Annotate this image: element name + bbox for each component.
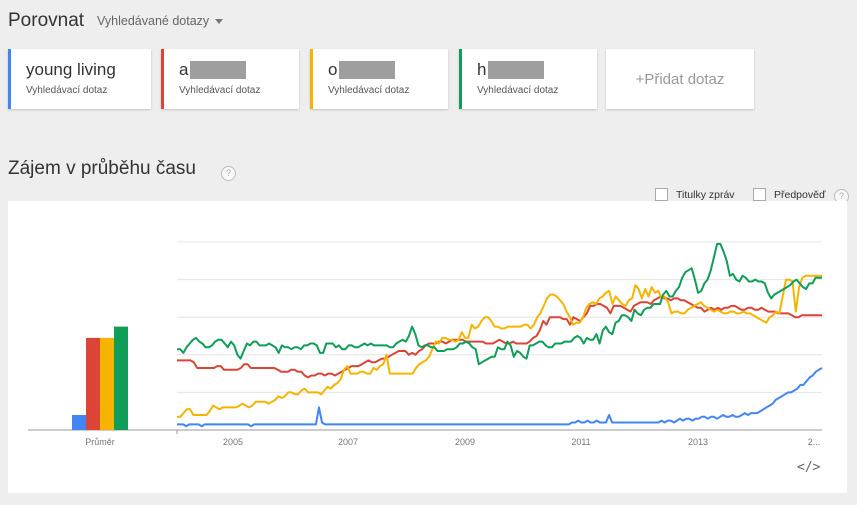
term-color-bar: [310, 49, 313, 109]
section-title: Zájem v průběhu času: [8, 158, 196, 179]
embed-code-icon[interactable]: </>: [797, 460, 821, 475]
forecast-checkbox[interactable]: [753, 188, 766, 201]
chart-panel: Průměr 2005 2007 2009 2011 2013 2... </>: [8, 201, 847, 493]
search-term-card[interactable]: h Vyhledávací dotaz: [459, 49, 597, 109]
redaction-box: [488, 61, 545, 79]
x-tick-label: 2009: [455, 437, 475, 447]
news-headlines-checkbox[interactable]: [655, 188, 668, 201]
redaction-box: [339, 61, 396, 79]
term-type: Vyhledávací dotaz: [477, 85, 559, 96]
average-bar: [114, 326, 128, 430]
x-tick-label: 2013: [688, 437, 708, 447]
compare-type-label: Vyhledávané dotazy: [97, 14, 210, 28]
news-headlines-option[interactable]: Titulky zpráv: [655, 188, 735, 201]
compare-type-dropdown[interactable]: Vyhledávané dotazy: [97, 14, 224, 28]
page-title: Porovnat: [8, 10, 85, 31]
term-color-bar: [161, 49, 164, 109]
forecast-option[interactable]: Předpověď: [753, 188, 825, 201]
series-line: [177, 295, 822, 379]
search-term-card[interactable]: young living Vyhledávací dotaz: [8, 49, 151, 109]
term-text: young living: [26, 60, 116, 79]
caret-down-icon: [215, 18, 224, 24]
average-bar: [100, 337, 114, 430]
average-bar: [86, 337, 100, 430]
x-tick-label: 2005: [223, 437, 243, 447]
interest-over-time-chart: Průměr 2005 2007 2009 2011 2013 2...: [28, 241, 823, 447]
x-tick-label: 2...: [808, 437, 821, 447]
help-icon[interactable]: ?: [221, 166, 236, 181]
term-color-bar: [8, 49, 11, 109]
term-label: a: [179, 59, 299, 81]
term-type: Vyhledávací dotaz: [179, 85, 261, 96]
series-line: [177, 274, 822, 418]
term-text: o: [328, 60, 338, 79]
term-text: h: [477, 60, 487, 79]
term-type: Vyhledávací dotaz: [328, 85, 410, 96]
average-label: Průměr: [85, 437, 115, 447]
term-type: Vyhledávací dotaz: [26, 85, 108, 96]
x-tick-label: 2007: [338, 437, 358, 447]
term-label: o: [328, 59, 448, 81]
top-bar: Porovnat Vyhledávané dotazy: [8, 6, 224, 36]
x-tick-label: 2011: [571, 437, 590, 447]
term-label: young living: [26, 59, 151, 81]
term-label: h: [477, 59, 597, 81]
average-bar: [72, 414, 86, 430]
search-term-card[interactable]: o Vyhledávací dotaz: [310, 49, 448, 109]
term-text: a: [179, 60, 189, 79]
series-line: [177, 242, 822, 366]
term-color-bar: [459, 49, 462, 109]
forecast-label: Předpověď: [774, 188, 826, 201]
add-term-button[interactable]: +Přidat dotaz: [606, 49, 754, 109]
search-term-card[interactable]: a Vyhledávací dotaz: [161, 49, 299, 109]
series-line: [177, 367, 823, 428]
redaction-box: [190, 61, 247, 79]
news-headlines-label: Titulky zpráv: [676, 188, 735, 201]
